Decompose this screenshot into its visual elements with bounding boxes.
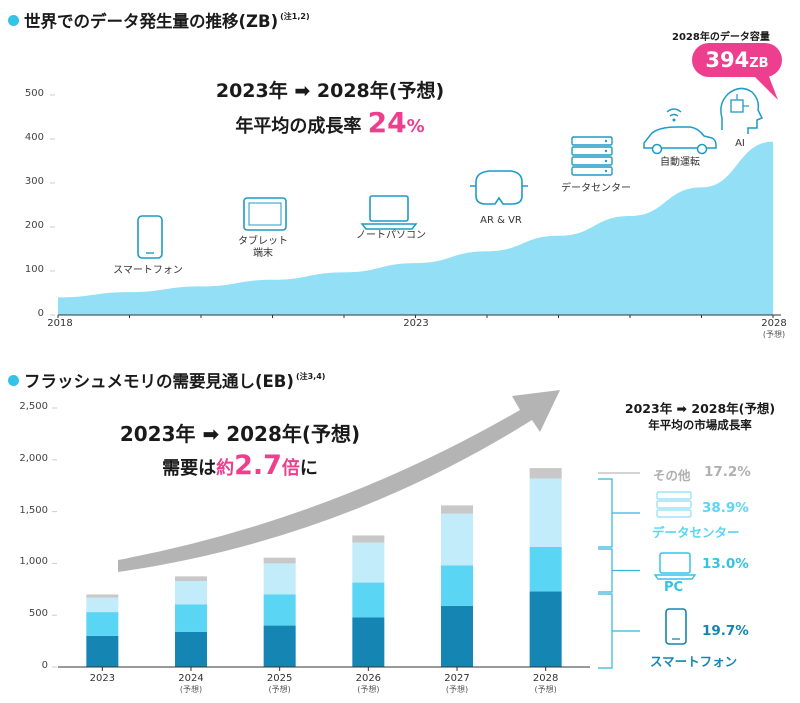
legend-rate-pc: 13.0% (702, 556, 749, 572)
bar-segment-smartphone (352, 617, 385, 667)
legend-laptop-icon (653, 552, 697, 580)
bullet-dot-icon (8, 375, 19, 386)
chart2-x-label: 2026 (予想) (355, 673, 382, 694)
legend-rate-smartphone: 19.7% (702, 623, 749, 639)
bar-segment-pc (529, 546, 562, 592)
annotation-label-autodrive: 自動運転 (660, 157, 700, 168)
annotation-label-datacenter: データセンター (561, 183, 631, 194)
annotation-label-smartphone: スマートフォン (113, 265, 183, 276)
smartphone-icon (137, 215, 163, 259)
chart1-plot (50, 74, 781, 318)
bar-segment-pc (263, 594, 296, 626)
legend-name-smartphone: スマートフォン (650, 654, 738, 669)
bar-segment-pc (175, 604, 207, 632)
chart1-x-label-2023: 2023 (403, 318, 429, 329)
bar-segment-datacenter (441, 513, 473, 566)
chart2-y-tick: 500 (28, 608, 48, 620)
growth-trend-arrow (118, 390, 560, 572)
annotation-label-tablet: タブレット 端末 (238, 236, 288, 259)
bullet-dot-icon (8, 15, 19, 26)
chart2-x-label: 2023 (89, 673, 116, 684)
chart2-y-tick: 2,000 (19, 452, 48, 464)
chart1-headline-line2: 年平均の成長率 24% (235, 106, 425, 139)
bar-segment-smartphone (86, 635, 119, 667)
end-value-caption: 2028年のデータ容量 (672, 32, 770, 43)
data-volume-area (58, 141, 773, 315)
chart2-headline-line1: 2023年 ➡ 2028年(予想) (119, 422, 361, 446)
chart2-headline-line2: 需要は約2.7倍に (162, 450, 318, 481)
chart2-x-label: 2025 (予想) (266, 673, 293, 694)
bar-segment-other (352, 535, 385, 543)
vr-headset-icon (470, 170, 528, 205)
growth-legend-title: 2023年 ➡ 2028年(予想) 年平均の市場成長率 (624, 401, 776, 432)
bar-segment-smartphone (529, 591, 562, 667)
chart1-y-tick: 0 (37, 308, 44, 319)
growth-rate-value: 24 (367, 106, 407, 139)
legend-bracket (598, 548, 613, 593)
demand-multiplier-value: 2.7 (234, 450, 282, 481)
laptop-icon (360, 195, 418, 230)
chart1-x-label-2018: 2018 (47, 318, 73, 329)
chart1-y-tick: 500 (24, 88, 44, 99)
chart2-y-tick: 2,500 (19, 401, 48, 412)
chart1-y-tick: 100 (24, 264, 44, 275)
bar-segment-other (175, 576, 207, 582)
annotation-label-laptop: ノートパソコン (356, 230, 426, 241)
bar-segment-other (529, 468, 562, 479)
bar-segment-other (441, 505, 473, 514)
bar-segment-datacenter (352, 542, 385, 583)
chart1-y-tick: 200 (24, 220, 44, 231)
legend-smartphone-icon (665, 608, 687, 645)
connected-car-icon (643, 108, 717, 155)
chart2-y-tick: 1,000 (19, 556, 48, 568)
chart2-x-label: 2028 (予想) (532, 673, 559, 694)
bar-segment-other (263, 557, 296, 564)
bar-segment-other (86, 594, 119, 598)
legend-name-other: その他 (653, 468, 691, 483)
chart1-headline-line1: 2023年 ➡ 2028年(予想) (215, 80, 445, 102)
bar-segment-pc (86, 612, 119, 636)
chart1-title: 世界でのデータ発生量の推移(ZB) (注1,2) (8, 8, 310, 32)
bar-segment-datacenter (175, 581, 207, 605)
chart2-title: フラッシュメモリの需要見通し(EB) (注3,4) (8, 368, 325, 392)
chart2-x-label: 2027 (予想) (444, 673, 470, 694)
tablet-icon (243, 197, 287, 231)
legend-name-pc: PC (664, 580, 684, 595)
server-rack-icon (571, 136, 613, 176)
annotation-label-ai: AI (735, 138, 745, 149)
bar-segment-datacenter (529, 478, 562, 547)
bar-segment-datacenter (86, 597, 119, 613)
ai-chip-head-icon (720, 87, 764, 134)
bar-segment-smartphone (441, 605, 473, 667)
chart1-y-tick: 300 (24, 176, 44, 187)
end-value-badge-pointer (752, 74, 778, 100)
legend-rate-other: 17.2% (704, 464, 751, 480)
chart2-x-label: 2024 (予想) (178, 673, 204, 694)
legend-rate-datacenter: 38.9% (702, 500, 749, 516)
legend-server-rack-icon (656, 491, 692, 518)
bar-segment-smartphone (175, 631, 207, 667)
end-value-badge: 394ZB (692, 43, 782, 77)
bar-segment-smartphone (263, 625, 296, 667)
chart2-y-tick: 1,500 (19, 504, 48, 516)
bar-segment-pc (441, 565, 473, 606)
annotation-label-arvr: AR & VR (480, 215, 522, 226)
chart1-x-label-2028: 2028 (予想) (761, 318, 787, 339)
bar-segment-pc (352, 582, 385, 618)
bar-segment-datacenter (263, 563, 296, 595)
legend-bracket (598, 593, 613, 669)
chart2-y-tick: 0 (41, 660, 48, 671)
legend-bracket (598, 478, 613, 548)
legend-name-datacenter: データセンター (652, 525, 740, 540)
chart1-y-tick: 400 (24, 132, 44, 143)
